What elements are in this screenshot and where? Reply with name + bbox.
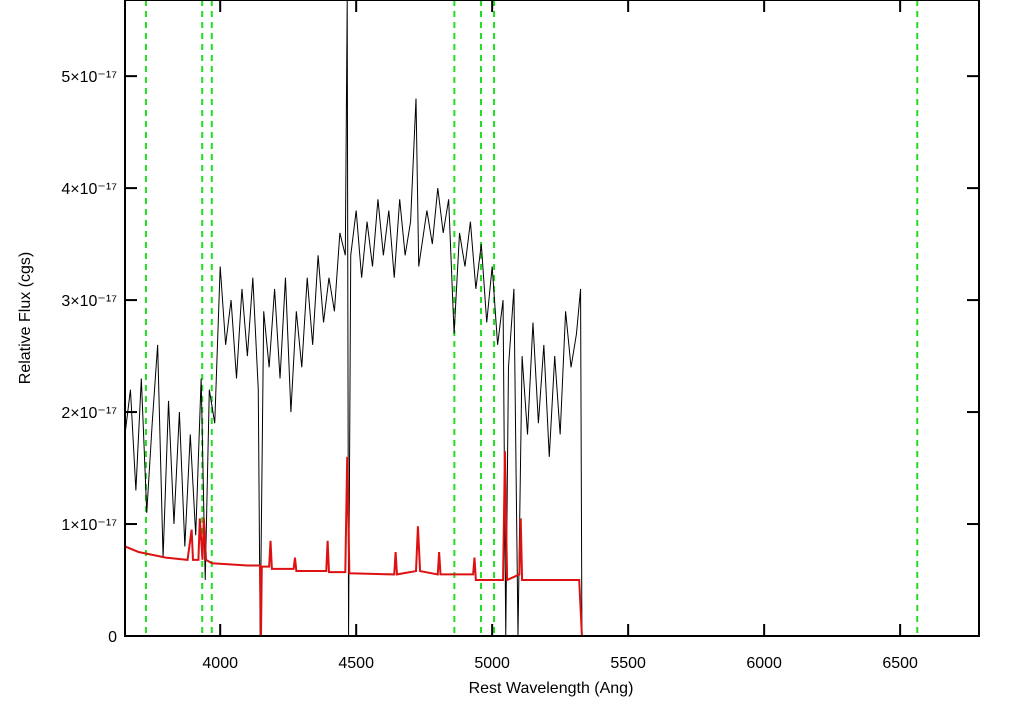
- x-tick-label: 4000: [202, 655, 238, 672]
- x-tick-label: 5500: [610, 655, 646, 672]
- y-tick-label: 2×10⁻¹⁷: [61, 405, 117, 422]
- y-tick-label: 3×10⁻¹⁷: [61, 293, 117, 310]
- x-tick-label: 4500: [338, 655, 374, 672]
- x-tick-label: 6500: [882, 655, 918, 672]
- spectrum-line: [125, 0, 979, 636]
- x-tick-label: 6000: [746, 655, 782, 672]
- y-tick-label: 0: [108, 629, 117, 646]
- plot-frame: [124, 0, 980, 637]
- y-axis-label: Relative Flux (cgs): [17, 252, 34, 384]
- y-tick-label: 5×10⁻¹⁷: [61, 69, 117, 86]
- y-tick-label: 4×10⁻¹⁷: [61, 181, 117, 198]
- x-axis-label: Rest Wavelength (Ang): [469, 680, 634, 697]
- spectrum-line: [125, 451, 979, 636]
- y-tick-label: 1×10⁻¹⁷: [61, 517, 117, 534]
- x-tick-label: 5000: [474, 655, 510, 672]
